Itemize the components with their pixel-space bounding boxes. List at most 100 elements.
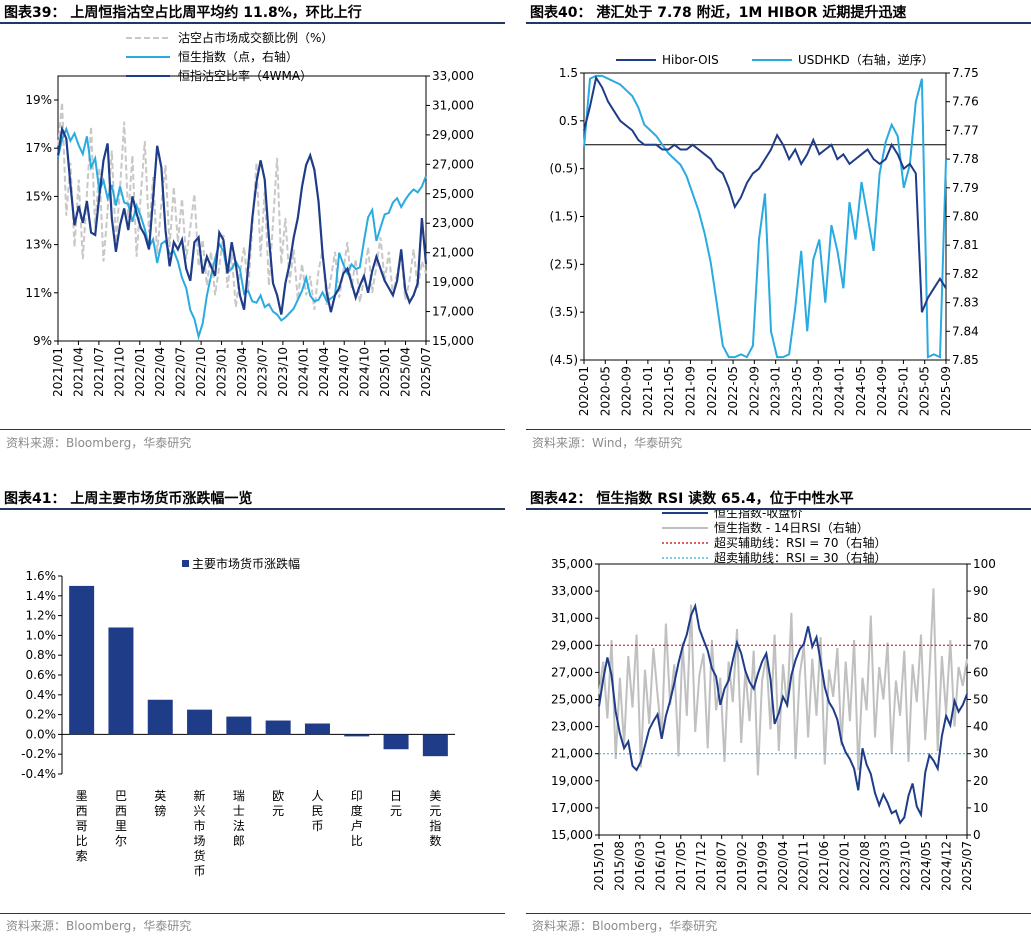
y-right-tick-label: 7.79 — [952, 181, 979, 195]
bar-3 — [187, 709, 213, 735]
y-axis-tick-label: 0.2% — [26, 708, 57, 722]
category-label-char: 西 — [115, 804, 127, 818]
legend-label: 主要市场货币涨跌幅 — [192, 556, 300, 571]
x-axis-tick-label: 2022/04 — [153, 347, 167, 397]
chart-source: 资料来源：Bloomberg，华泰研究 — [532, 919, 718, 933]
x-axis-tick-label: 2020/11 — [796, 841, 810, 891]
chart-panel-hsi-short-selling: 图表39： 上周恒指沽空占比周平均约 11.8%，环比上行 19% 17% 15% 1… — [0, 0, 505, 460]
y-left-tick-label: 35,000 — [551, 557, 593, 571]
y-right-tick-label: 31,000 — [432, 98, 474, 112]
category-label-char: 民 — [311, 804, 323, 818]
y-left-tick-label: 0.5 — [559, 114, 578, 128]
x-axis-tick-label: 2017/05 — [674, 841, 688, 891]
category-label-char: 瑞 — [233, 789, 245, 803]
legend-label: USDHKD（右轴，逆序） — [798, 52, 934, 67]
x-axis-tick-label: 2020-05 — [598, 366, 612, 416]
y-axis-tick-label: 1.0% — [26, 628, 57, 642]
x-axis-tick-label: 2019/02 — [735, 841, 749, 891]
y-right-tick-label: 40 — [973, 720, 988, 734]
y-right-tick-label: 29,000 — [432, 128, 474, 142]
y-axis-tick-label: -0.2% — [21, 747, 56, 761]
y-axis-tick-label: 1.6% — [26, 569, 57, 583]
y-left-tick-label: 25,000 — [551, 693, 593, 707]
source-rule — [526, 429, 1031, 430]
y-right-tick-label: 17,000 — [432, 305, 474, 319]
legend-swatch — [182, 560, 189, 567]
category-label-char: 元 — [429, 804, 441, 818]
x-axis-tick-label: 2025-01 — [896, 366, 910, 416]
y-axis-tick-label: 1.4% — [26, 589, 57, 603]
chart-source: 资料来源：Bloomberg，华泰研究 — [6, 436, 192, 450]
y-left-tick-label: 27,000 — [551, 665, 593, 679]
category-label-char: 卢 — [351, 818, 363, 833]
x-axis-tick-label: 2021/07 — [92, 347, 106, 397]
category-label-char: 度 — [351, 803, 363, 818]
legend-label: 恒生指数 - 14日RSI（右轴） — [714, 520, 869, 535]
y-right-tick-label: 7.80 — [952, 210, 979, 224]
x-axis-tick-label: 2022-09 — [747, 366, 761, 416]
title-rule — [526, 22, 1031, 24]
x-axis-tick-label: 2022/01 — [837, 841, 851, 891]
y-left-tick-label: 23,000 — [551, 720, 593, 734]
legend-label: 恒生指数（点，右轴） — [178, 49, 298, 64]
category-label-char: 比 — [76, 834, 88, 848]
source-rule — [0, 913, 505, 914]
title-rule — [526, 508, 1031, 510]
x-axis-tick-label: 2025/07 — [960, 841, 974, 891]
category-label-char: 法 — [233, 819, 245, 833]
category-label-char: 人 — [311, 789, 323, 803]
category-label-char: 墨 — [76, 789, 88, 803]
y-axis-tick-label: 0.4% — [26, 688, 57, 702]
x-axis-tick-label: 2024/07 — [337, 347, 351, 397]
x-axis-tick-label: 2017/12 — [694, 841, 708, 891]
category-label-char: 币 — [194, 864, 206, 878]
y-right-tick-label: 7.85 — [952, 353, 979, 367]
chart-title: 图表40： 港汇处于 7.78 附近，1M HIBOR 近期提升迅速 — [530, 5, 907, 21]
y-left-tick-label: 17% — [25, 141, 52, 155]
y-right-tick-label: 0 — [973, 828, 981, 842]
x-axis-tick-label: 2021/04 — [71, 347, 85, 397]
y-left-tick-label: 15% — [25, 189, 52, 203]
x-axis-tick-label: 2018/07 — [715, 841, 729, 891]
y-axis-tick-label: 0.6% — [26, 668, 57, 682]
chart-panel-hsi-rsi: 图表42： 恒生指数 RSI 读数 65.4，位于中性水平 35,000 33,0… — [526, 486, 1031, 939]
x-axis-tick-label: 2025-05 — [918, 366, 932, 416]
x-axis-tick-label: 2024-05 — [854, 366, 868, 416]
y-right-tick-label: 7.83 — [952, 296, 979, 310]
bar-1 — [108, 627, 134, 735]
source-rule — [0, 429, 505, 430]
x-axis-tick-label: 2023/10 — [899, 841, 913, 891]
y-right-tick-label: 100 — [973, 557, 996, 571]
y-left-tick-label: 13% — [25, 238, 52, 252]
x-axis-tick-label: 2024-01 — [833, 366, 847, 416]
series-short-ratio-line — [57, 102, 427, 310]
x-axis-tick-label: 2022/07 — [174, 347, 188, 397]
y-left-tick-label: (1.5) — [550, 210, 578, 224]
y-right-tick-label: 50 — [973, 693, 988, 707]
y-right-tick-label: 90 — [973, 584, 988, 598]
x-axis-tick-label: 2023/01 — [215, 347, 229, 397]
y-right-tick-label: 7.75 — [952, 66, 979, 80]
y-left-tick-label: 15,000 — [551, 828, 593, 842]
x-axis-tick-label: 2021-05 — [662, 366, 676, 416]
category-label-char: 兴 — [194, 804, 206, 818]
title-rule — [0, 508, 505, 510]
y-right-tick-label: 21,000 — [432, 246, 474, 260]
y-right-tick-label: 19,000 — [432, 275, 474, 289]
category-label-char: 欧 — [272, 789, 284, 803]
y-left-tick-label: (3.5) — [550, 305, 578, 319]
source-rule — [526, 913, 1031, 914]
y-left-tick-label: (2.5) — [550, 257, 578, 271]
chart-plot: 1.5 0.5 (0.5) (1.5) (2.5) (3.5) (4.5) 7.75 7.76 7… — [550, 52, 979, 416]
y-left-tick-label: 11% — [25, 286, 52, 300]
plot-frame — [583, 72, 947, 361]
category-label-char: 里 — [115, 819, 127, 833]
y-left-tick-label: 19,000 — [551, 774, 593, 788]
category-label-char: 币 — [311, 819, 323, 833]
y-right-tick-label: 7.76 — [952, 95, 979, 109]
chart-title: 图表41： 上周主要市场货币涨跌幅一览 — [4, 491, 253, 507]
y-right-tick-label: 7.81 — [952, 238, 979, 252]
bar-9 — [422, 734, 448, 757]
x-axis-tick-label: 2024/01 — [296, 347, 310, 397]
category-label-char: 指 — [429, 818, 441, 833]
